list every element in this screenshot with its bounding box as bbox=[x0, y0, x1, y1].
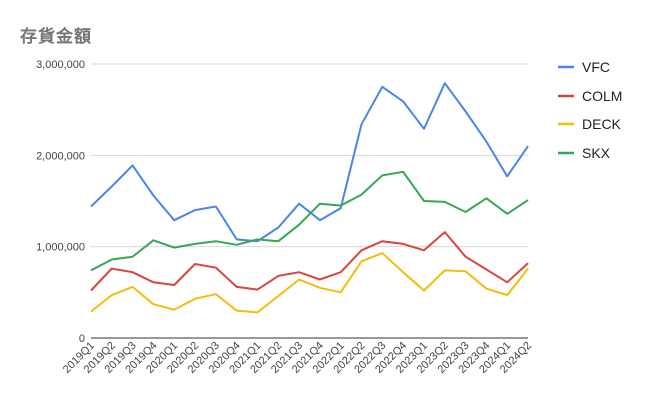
y-tick-label: 2,000,000 bbox=[36, 150, 85, 162]
y-axis-ticks: 0 1,000,000 2,000,000 3,000,000 bbox=[36, 59, 85, 345]
chart-title: 存貨金額 bbox=[20, 27, 92, 46]
series-lines bbox=[90, 82, 529, 314]
series-line-deck bbox=[90, 252, 529, 314]
y-tick-label: 1,000,000 bbox=[36, 242, 85, 254]
y-tick-label: 3,000,000 bbox=[36, 59, 85, 71]
series-line-skx bbox=[90, 170, 529, 272]
legend-label-colm: COLM bbox=[582, 88, 622, 104]
series-line-colm bbox=[90, 231, 529, 292]
legend-label-skx: SKX bbox=[582, 145, 611, 161]
series-line-vfc bbox=[90, 82, 529, 243]
legend-label-vfc: VFC bbox=[582, 59, 610, 75]
legend: VFC COLM DECK SKX bbox=[558, 59, 622, 161]
x-axis-ticks: 2019Q12019Q22019Q32019Q42020Q12020Q22020… bbox=[61, 340, 534, 376]
y-tick-label: 0 bbox=[79, 333, 85, 345]
gridlines bbox=[91, 63, 528, 339]
legend-label-deck: DECK bbox=[582, 116, 622, 132]
